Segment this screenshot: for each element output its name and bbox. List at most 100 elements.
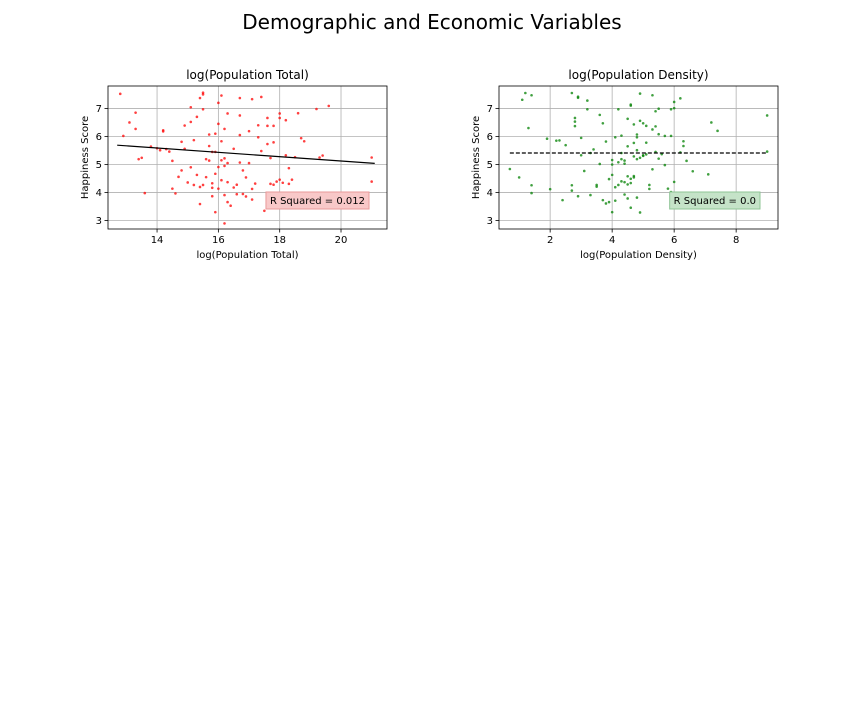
chart-1-data-point — [626, 174, 629, 178]
chart-1-data-point — [632, 176, 636, 179]
chart-1-data-point — [530, 93, 533, 97]
chart-0-data-point — [232, 186, 235, 189]
chart-0-y-axis-label: Happiness Score — [80, 116, 91, 199]
chart-1-data-point — [632, 141, 636, 145]
chart-0-data-point — [272, 183, 275, 186]
chart-1-data-point — [604, 140, 608, 143]
chart-1-data-point — [648, 187, 651, 191]
chart-0-data-point — [204, 175, 208, 179]
chart-1-data-point — [641, 121, 645, 125]
chart-0-data-point — [238, 96, 242, 100]
chart-1-data-point — [586, 99, 589, 102]
chart-1-data-point — [617, 160, 620, 164]
chart-0-data-point — [122, 134, 125, 138]
chart-0-data-point — [263, 209, 266, 213]
chart-1-data-point — [582, 169, 586, 173]
chart-0-data-point — [207, 159, 211, 162]
chart-1-data-point — [589, 193, 592, 197]
chart-0-data-point — [143, 191, 147, 195]
chart-1-data-point — [654, 125, 657, 128]
chart-1-data-point — [632, 123, 636, 126]
chart-0-data-point — [217, 165, 220, 169]
chart-0-data-point — [272, 141, 275, 144]
chart-0-data-point — [223, 222, 226, 225]
chart-0-data-point — [217, 101, 220, 105]
chart-1-data-point — [629, 181, 633, 185]
chart-0-data-point — [272, 124, 275, 128]
chart-0-data-point — [223, 157, 226, 160]
chart-0-data-point — [201, 107, 205, 111]
chart-1-data-point — [626, 144, 629, 148]
chart-0-data-point — [137, 157, 140, 161]
chart-0-data-point — [223, 164, 226, 168]
chart-1-y-tick-label: 7 — [487, 104, 493, 115]
chart-0-data-point — [186, 181, 190, 184]
chart-0-data-point — [161, 129, 165, 132]
chart-1-data-point — [595, 185, 598, 188]
chart-1-data-point — [682, 139, 685, 143]
chart-1-data-point — [579, 153, 583, 157]
chart-0-x-tick-label: 14 — [151, 235, 164, 246]
chart-0-data-point — [158, 148, 162, 152]
chart-0-data-point — [217, 122, 220, 126]
chart-1-data-point — [635, 133, 639, 136]
chart-0-data-point — [189, 120, 193, 124]
chart-1-data-point — [598, 162, 602, 166]
chart-1-data-point — [669, 134, 673, 138]
chart-0-data-point — [269, 156, 272, 160]
chart-1-data-point — [617, 107, 620, 111]
chart-1-data-point — [644, 141, 648, 144]
chart-0-data-point — [278, 116, 281, 120]
chart-0-data-point — [266, 124, 269, 128]
chart-1-data-point — [638, 92, 642, 95]
chart-1-x-tick-label: 6 — [671, 235, 677, 246]
chart-0-data-point — [299, 136, 303, 140]
chart-0-data-point — [214, 172, 217, 176]
chart-0-data-point — [210, 186, 214, 190]
chart-0-data-point — [244, 176, 248, 179]
chart-1-axes-frame — [498, 85, 779, 230]
chart-1-data-point — [620, 134, 623, 137]
chart-0-data-point — [201, 91, 205, 95]
chart-1-data-point — [651, 128, 654, 131]
chart-0-data-point — [223, 127, 226, 131]
chart-0-data-point — [192, 138, 196, 142]
chart-0-data-point — [171, 159, 174, 163]
chart-1-data-point — [617, 183, 620, 187]
chart-1-data-point — [638, 119, 642, 123]
chart-1-data-point — [666, 187, 670, 190]
chart-1-data-point — [626, 183, 629, 186]
chart-1-data-point — [573, 120, 577, 123]
chart-0-data-point — [210, 182, 214, 185]
chart-0-y-tick-label: 5 — [96, 160, 102, 171]
chart-1-x-axis-label: log(Population Density) — [580, 250, 697, 261]
chart-1-data-point — [623, 193, 626, 196]
chart-0-data-point — [177, 175, 180, 179]
chart-0-axes-frame — [107, 85, 388, 230]
chart-0-x-axis-label: log(Population Total) — [196, 250, 298, 261]
chart-1-data-point — [648, 183, 651, 187]
chart-1-data-point — [592, 148, 595, 151]
chart-0-data-point — [201, 183, 205, 187]
chart-1-data-point — [610, 210, 614, 214]
chart-1-data-point — [508, 167, 512, 171]
chart-0-data-point — [198, 185, 202, 189]
chart-0-data-point — [134, 111, 137, 114]
chart-1-data-point — [570, 91, 574, 95]
chart-1-data-point — [626, 197, 629, 200]
chart-0-data-point — [226, 180, 229, 184]
chart-1-data-point — [635, 136, 639, 139]
chart-1-data-point — [527, 126, 530, 130]
chart-0-data-point — [253, 182, 257, 185]
chart-1-data-point — [548, 187, 552, 191]
chart-1-data-point — [570, 183, 574, 187]
chart-1-data-point — [638, 156, 642, 160]
chart-1-data-point — [610, 158, 614, 162]
chart-1-data-point — [555, 139, 558, 142]
chart-1-data-point — [691, 169, 695, 173]
chart-1-r-squared-box — [669, 191, 761, 210]
chart-0-data-point — [321, 154, 324, 157]
chart-0-data-point — [287, 166, 291, 170]
chart-0-y-tick-label: 4 — [96, 188, 102, 199]
